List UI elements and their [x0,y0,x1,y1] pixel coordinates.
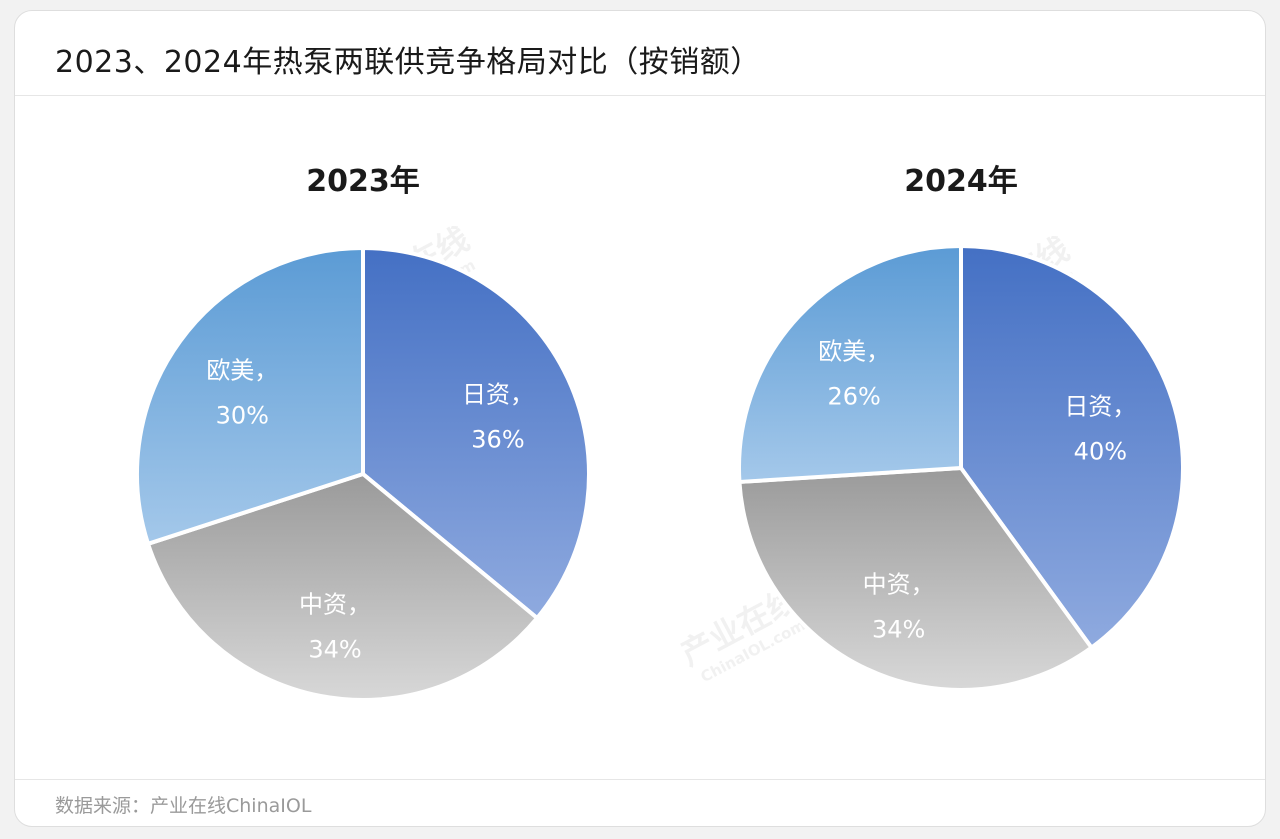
title-divider [15,95,1265,96]
pie-slice-japan [361,246,591,621]
pie-title: 2024年 [904,164,1018,199]
slice-label: 中资， [863,571,935,599]
slice-value-label: 34% [872,616,925,644]
footer-divider [15,779,1265,780]
pie-title: 2023年 [306,164,420,199]
slice-label: 日资， [462,380,534,408]
slice-label: 日资， [1064,393,1136,421]
slice-label: 欧美， [206,356,278,384]
slice-label: 欧美， [818,338,890,366]
pie-slice-japan [959,244,1185,650]
slice-value-label: 30% [216,401,269,429]
chart-title: 2023、2024年热泵两联供竞争格局对比（按销额） [55,45,761,80]
slice-value-label: 36% [471,425,524,453]
pie-slice-west [135,246,365,546]
chart-card: 2023、2024年热泵两联供竞争格局对比（按销额） 产业在线 ChinaIOL.… [14,10,1266,827]
slice-value-label: 40% [1074,438,1127,466]
pie-charts: 产业在线ChinaIOL.com产业在线ChinaIOL.com产业在线Chin… [135,164,1185,702]
pie-slice-china [146,472,540,702]
pie-slice-china [737,466,1094,692]
slice-label: 中资， [299,591,371,619]
slice-value-label: 34% [308,636,361,664]
slice-value-label: 26% [828,383,881,411]
pie-slice-west [737,244,963,484]
source-note: 数据来源：产业在线ChinaIOL [55,795,312,817]
